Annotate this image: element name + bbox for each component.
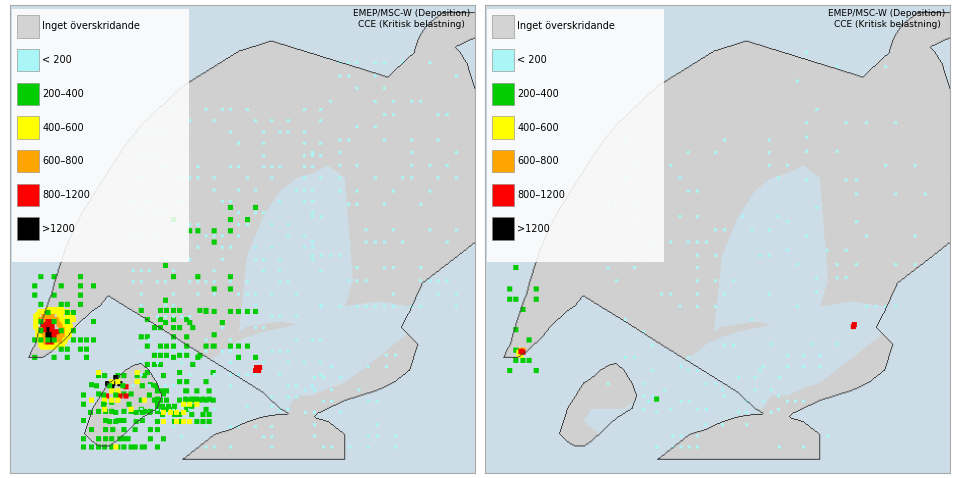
Text: < 200: < 200 (517, 55, 547, 65)
FancyBboxPatch shape (487, 10, 664, 262)
Text: < 200: < 200 (42, 55, 72, 65)
Bar (16, 83, 39, 105)
Text: EMEP/MSC-W (Deposition)
CCE (Kritisk belastning): EMEP/MSC-W (Deposition) CCE (Kritisk bel… (353, 10, 470, 29)
Text: 600–800: 600–800 (42, 156, 84, 166)
Bar (16, 116, 39, 139)
Text: 200–400: 200–400 (517, 89, 559, 99)
Text: 200–400: 200–400 (42, 89, 84, 99)
FancyBboxPatch shape (12, 10, 189, 262)
Bar (16, 49, 39, 71)
Bar (16, 217, 39, 240)
Bar (16, 150, 39, 173)
Bar (492, 83, 515, 105)
Bar (492, 49, 515, 71)
Text: 400–600: 400–600 (42, 122, 84, 132)
Bar (492, 217, 515, 240)
Text: 800–1200: 800–1200 (517, 190, 565, 200)
Text: Inget överskridande: Inget överskridande (42, 22, 140, 32)
Text: 800–1200: 800–1200 (42, 190, 90, 200)
Text: Inget överskridande: Inget överskridande (517, 22, 615, 32)
Bar (16, 15, 39, 38)
Bar (492, 116, 515, 139)
Bar (492, 15, 515, 38)
Text: EMEP/MSC-W (Deposition)
CCE (Kritisk belastning): EMEP/MSC-W (Deposition) CCE (Kritisk bel… (828, 10, 946, 29)
Text: 600–800: 600–800 (517, 156, 559, 166)
Bar (492, 150, 515, 173)
Bar (16, 184, 39, 206)
Bar (492, 184, 515, 206)
Text: >1200: >1200 (42, 224, 75, 234)
Text: 400–600: 400–600 (517, 122, 559, 132)
Text: >1200: >1200 (517, 224, 550, 234)
